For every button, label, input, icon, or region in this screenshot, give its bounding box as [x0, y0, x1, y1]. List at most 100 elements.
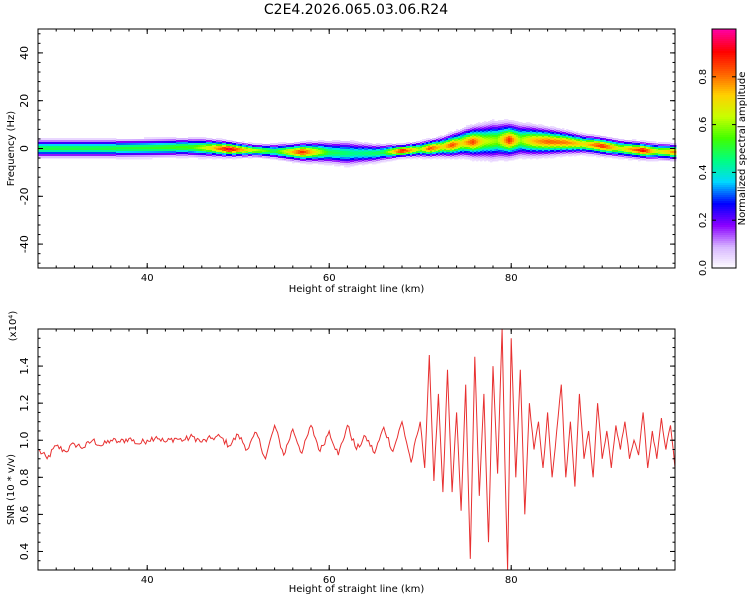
heatmap-cell: [456, 145, 459, 148]
heatmap-cell: [512, 128, 515, 131]
heatmap-cell: [192, 137, 195, 140]
heatmap-cell: [308, 152, 311, 155]
heatmap-cell: [50, 142, 53, 145]
heatmap-cell: [540, 144, 543, 147]
heatmap-cell: [190, 145, 193, 148]
heatmap-cell: [496, 133, 499, 136]
heatmap-cell: [310, 144, 313, 147]
heatmap-cell: [70, 142, 73, 145]
heatmap-cell: [118, 155, 121, 158]
heatmap-cell: [446, 144, 449, 147]
heatmap-cell: [344, 143, 347, 146]
heatmap-cell: [482, 142, 485, 145]
heatmap-cell: [256, 155, 259, 158]
heatmap-cell: [62, 154, 65, 157]
heatmap-cell: [536, 143, 539, 146]
heatmap-cell: [566, 151, 569, 154]
heatmap-cell: [78, 150, 81, 153]
heatmap-cell: [252, 145, 255, 148]
heatmap-cell: [152, 145, 155, 148]
heatmap-cell: [598, 135, 601, 138]
heatmap-cell: [398, 147, 401, 150]
heatmap-cell: [90, 146, 93, 149]
heatmap-cell: [418, 145, 421, 148]
heatmap-cell: [96, 142, 99, 145]
heatmap-cell: [184, 152, 187, 155]
heatmap-cell: [226, 142, 229, 145]
heatmap-cell: [236, 154, 239, 157]
heatmap-cell: [418, 151, 421, 154]
heatmap-cell: [306, 144, 309, 147]
heatmap-cell: [648, 149, 651, 152]
heatmap-y-tick-label: 0: [18, 145, 31, 152]
heatmap-cell: [312, 153, 315, 156]
heatmap-cell: [480, 143, 483, 146]
heatmap-cell: [452, 142, 455, 145]
heatmap-cell: [132, 147, 135, 150]
heatmap-cell: [464, 157, 467, 160]
heatmap-cell: [280, 146, 283, 149]
heatmap-cell: [78, 148, 81, 151]
heatmap-cell: [478, 140, 481, 143]
heatmap-cell: [526, 126, 529, 129]
heatmap-cell: [192, 151, 195, 154]
heatmap-cell: [572, 141, 575, 144]
heatmap-cell: [386, 147, 389, 150]
heatmap-cell: [572, 149, 575, 152]
heatmap-cell: [230, 150, 233, 153]
heatmap-cell: [288, 143, 291, 146]
heatmap-cell: [102, 144, 105, 147]
heatmap-cell: [430, 155, 433, 158]
heatmap-cell: [380, 148, 383, 151]
heatmap-cell: [612, 138, 615, 141]
heatmap-cell: [582, 145, 585, 148]
heatmap-cell: [568, 136, 571, 139]
heatmap-cell: [120, 141, 123, 144]
heatmap-cell: [174, 147, 177, 150]
heatmap-cell: [608, 151, 611, 154]
heatmap-cell: [436, 157, 439, 160]
heatmap-cell: [564, 144, 567, 147]
heatmap-cell: [346, 163, 349, 166]
heatmap-cell: [412, 148, 415, 151]
heatmap-cell: [242, 151, 245, 154]
heatmap-cell: [52, 148, 55, 151]
heatmap-cell: [326, 155, 329, 158]
heatmap-cell: [138, 155, 141, 158]
heatmap-cell: [364, 162, 367, 165]
heatmap-cell: [432, 148, 435, 151]
heatmap-cell: [324, 151, 327, 154]
heatmap-cell: [410, 155, 413, 158]
heatmap-cell: [432, 140, 435, 143]
heatmap-cell: [398, 149, 401, 152]
heatmap-cell: [50, 152, 53, 155]
heatmap-cell: [236, 148, 239, 151]
heatmap-cell: [666, 148, 669, 151]
heatmap-cell: [528, 128, 531, 131]
heatmap-cell: [224, 147, 227, 150]
heatmap-cell: [236, 146, 239, 149]
heatmap-cell: [248, 152, 251, 155]
heatmap-cell: [426, 148, 429, 151]
heatmap-cell: [608, 153, 611, 156]
heatmap-cell: [512, 126, 515, 129]
heatmap-cell: [554, 141, 557, 144]
colorbar-cell: [712, 249, 736, 252]
heatmap-cell: [212, 145, 215, 148]
heatmap-cell: [548, 129, 551, 132]
heatmap-cell: [306, 140, 309, 143]
heatmap-cell: [618, 151, 621, 154]
heatmap-cell: [228, 150, 231, 153]
heatmap-cell: [274, 147, 277, 150]
heatmap-cell: [506, 145, 509, 148]
heatmap-cell: [434, 154, 437, 157]
heatmap-cell: [624, 148, 627, 151]
heatmap-cell: [528, 130, 531, 133]
heatmap-cell: [194, 153, 197, 156]
heatmap-cell: [224, 145, 227, 148]
heatmap-cell: [598, 155, 601, 158]
heatmap-cell: [320, 158, 323, 161]
heatmap-cell: [158, 155, 161, 158]
heatmap-cell: [530, 157, 533, 160]
heatmap-cell: [640, 150, 643, 153]
